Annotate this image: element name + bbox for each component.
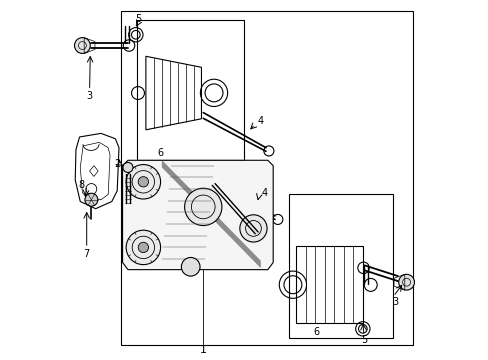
Circle shape <box>85 193 98 206</box>
Circle shape <box>138 177 148 187</box>
Circle shape <box>239 215 266 242</box>
Text: 4: 4 <box>257 116 263 126</box>
Circle shape <box>184 188 222 226</box>
Text: 6: 6 <box>312 327 319 337</box>
Text: 6: 6 <box>157 148 163 158</box>
Text: 5: 5 <box>361 334 367 345</box>
Polygon shape <box>122 160 273 270</box>
Circle shape <box>181 257 200 276</box>
Circle shape <box>138 242 148 253</box>
Text: 8: 8 <box>78 180 84 190</box>
Text: 5: 5 <box>135 14 142 24</box>
Text: 3: 3 <box>86 91 92 101</box>
Circle shape <box>126 165 160 199</box>
Circle shape <box>74 38 90 53</box>
Text: 3: 3 <box>391 297 397 307</box>
Circle shape <box>398 274 414 290</box>
Circle shape <box>122 162 133 172</box>
Text: 7: 7 <box>82 248 89 258</box>
Bar <box>289 194 392 338</box>
Text: 1: 1 <box>200 345 206 355</box>
Text: 4: 4 <box>261 188 267 198</box>
Circle shape <box>126 230 160 265</box>
Text: 2: 2 <box>114 159 120 169</box>
Bar <box>137 21 244 160</box>
